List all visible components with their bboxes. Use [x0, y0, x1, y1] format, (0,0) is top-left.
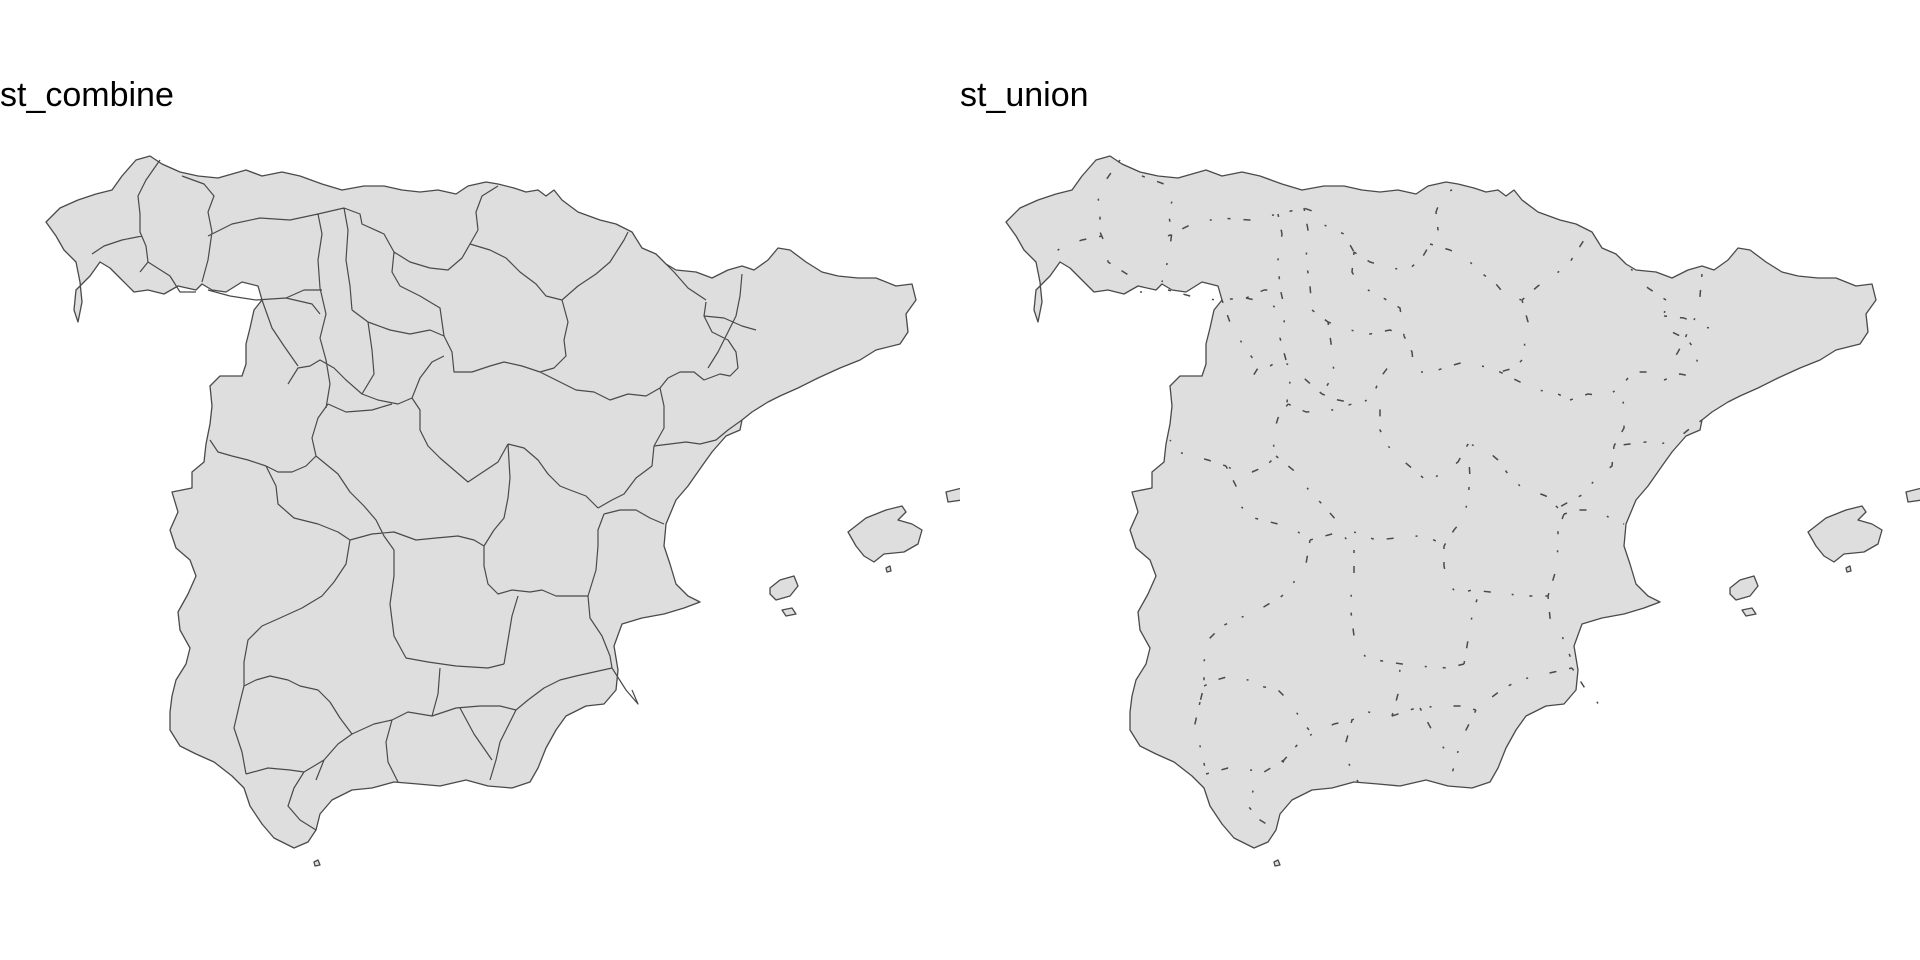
- spain-map-union: [1005, 155, 1920, 867]
- small-islet: [1273, 859, 1281, 867]
- cabrera: [1845, 565, 1852, 573]
- panel-title: st_combine: [0, 76, 174, 114]
- mallorca: [1807, 505, 1883, 563]
- cabrera: [885, 565, 892, 573]
- menorca: [945, 487, 960, 503]
- province-borders: [91, 159, 757, 831]
- spain-map-combined: [45, 155, 960, 867]
- small-islet: [313, 859, 321, 867]
- balearic-islands: [1273, 487, 1920, 867]
- ibiza: [769, 575, 799, 601]
- ibiza: [1729, 575, 1759, 601]
- map-panel-st-combine: st_combine: [0, 76, 960, 867]
- menorca: [1905, 487, 1920, 503]
- map-panel-st-union: st_union: [960, 0, 1920, 960]
- mainland-spain: [1005, 155, 1877, 849]
- formentera: [1741, 607, 1757, 617]
- balearic-islands: [313, 487, 960, 867]
- mainland-outline: [45, 155, 917, 849]
- mainland-outline: [1005, 155, 1877, 849]
- province-border-fragments: [1051, 159, 1717, 831]
- formentera: [781, 607, 797, 617]
- panel-title: st_union: [960, 76, 1089, 114]
- mainland-spain: [45, 155, 917, 849]
- mallorca: [847, 505, 923, 563]
